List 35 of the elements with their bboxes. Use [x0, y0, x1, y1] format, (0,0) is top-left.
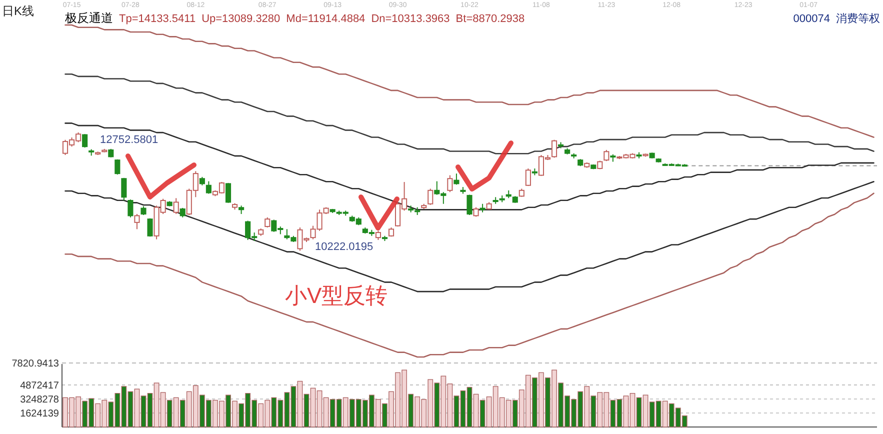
y-tick-label: 1624139 — [20, 408, 60, 420]
text: Tp=14133.5411 — [119, 13, 196, 25]
candlestick — [121, 177, 127, 201]
candlestick — [180, 207, 186, 218]
text: 小V型反转 — [285, 283, 388, 308]
ref-line-label: 7820.9413 — [12, 358, 60, 370]
candlestick — [428, 188, 434, 206]
candlestick — [128, 199, 134, 218]
candlestick — [551, 139, 558, 158]
candlestick — [82, 134, 88, 148]
text: Bt=8870.2938 — [456, 13, 525, 25]
text: 消费等权 — [836, 12, 880, 25]
candlestick — [134, 214, 140, 230]
candlestick — [525, 168, 531, 186]
candlestick — [466, 194, 472, 216]
text: 000074 — [793, 13, 830, 25]
text: Dn=10313.3963 — [371, 13, 450, 25]
candlestick — [447, 174, 453, 193]
candlestick — [173, 198, 179, 215]
y-tick-label: 4872417 — [20, 380, 60, 392]
candlestick — [375, 230, 381, 240]
candlestick — [454, 173, 460, 186]
candlestick — [264, 216, 270, 228]
candlestick — [473, 206, 479, 218]
chart-title: 日K线 — [2, 4, 34, 18]
y-tick-label: 3248278 — [20, 394, 60, 406]
candlestick — [114, 158, 120, 176]
text: 极反通道 — [64, 11, 113, 25]
candlestick — [206, 180, 212, 194]
annotation: 10222.0195 — [315, 241, 374, 253]
text: Md=11914.4884 — [286, 13, 366, 25]
candlestick — [604, 149, 610, 162]
text: Up=13089.3280 — [202, 13, 280, 25]
annotation: 12752.5801 — [100, 134, 158, 146]
candlestick — [225, 182, 232, 204]
